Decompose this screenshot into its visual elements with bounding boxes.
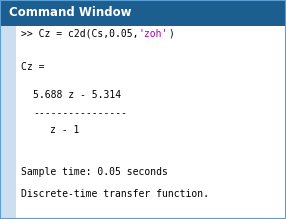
FancyBboxPatch shape bbox=[0, 0, 286, 26]
FancyBboxPatch shape bbox=[0, 26, 16, 219]
Text: 5.688 z - 5.314: 5.688 z - 5.314 bbox=[33, 90, 121, 100]
Text: Discrete-time transfer function.: Discrete-time transfer function. bbox=[21, 189, 209, 199]
Text: 'zoh': 'zoh' bbox=[139, 29, 168, 39]
Text: ----------------: ---------------- bbox=[33, 108, 127, 118]
Text: Cz =: Cz = bbox=[21, 62, 45, 72]
Text: ): ) bbox=[168, 29, 174, 39]
Text: >> Cz = c2d(Cs,0.05,: >> Cz = c2d(Cs,0.05, bbox=[21, 29, 139, 39]
Text: Sample time: 0.05 seconds: Sample time: 0.05 seconds bbox=[21, 167, 168, 177]
Text: Command Window: Command Window bbox=[9, 6, 131, 19]
Text: z - 1: z - 1 bbox=[50, 125, 80, 135]
